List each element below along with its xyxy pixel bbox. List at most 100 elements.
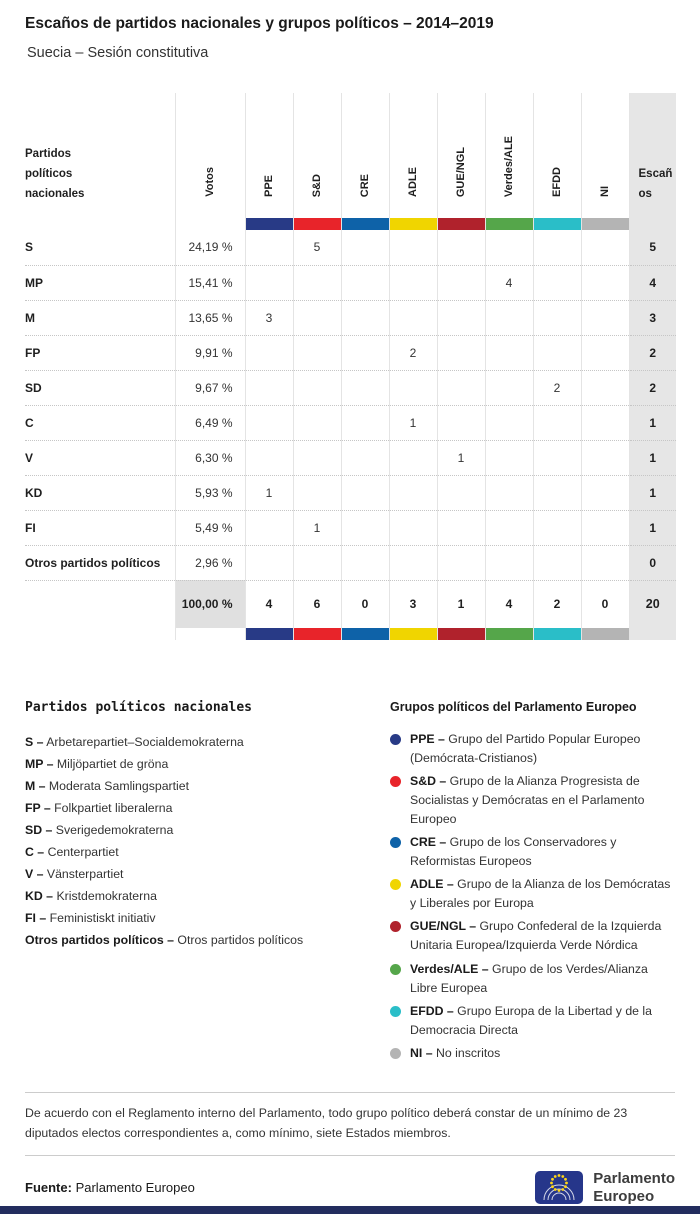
spacer-cell (25, 580, 175, 628)
total-seats-value: 1 (628, 440, 676, 476)
seat-cell-efdd: 2 (532, 370, 581, 406)
seat-cell-efdd (532, 230, 581, 266)
legend-item: GUE/NGL – Grupo Confederal de la Izquier… (390, 917, 675, 955)
adle-color-bar (388, 628, 437, 640)
seat-cell-verdesale (484, 475, 533, 511)
legend-item: Otros partidos políticos – Otros partido… (25, 933, 304, 947)
votes-value: 5,49 % (174, 510, 245, 546)
page-title: Escaños de partidos nacionales y grupos … (25, 15, 494, 32)
seat-cell-ppe (244, 545, 293, 581)
grand-total-seats: 20 (628, 580, 676, 628)
legend-item: NI – No inscritos (390, 1044, 675, 1063)
seat-cell-ppe (244, 440, 293, 476)
seat-cell-efdd (532, 335, 581, 371)
seat-cell-efdd (532, 405, 581, 441)
total-seat-cell-ppe: 4 (244, 580, 293, 628)
spacer-cell (25, 218, 175, 230)
votes-value: 9,91 % (174, 335, 245, 371)
seat-cell-efdd (532, 475, 581, 511)
party-abbr: S (25, 230, 175, 266)
seat-cell-efdd (532, 440, 581, 476)
cre-color-bar (340, 218, 389, 230)
guengl-color-bar (436, 218, 485, 230)
seat-cell-guengl (436, 335, 485, 371)
ppe-color-dot (390, 734, 401, 745)
political-groups-legend-title: Grupos políticos del Parlamento Europeo (390, 700, 637, 714)
seat-cell-verdesale: 4 (484, 265, 533, 301)
seat-cell-ppe (244, 335, 293, 371)
guengl-color-dot (390, 921, 401, 933)
table-row: C 6,49 % 1 1 (25, 405, 676, 441)
total-seat-cell-efdd: 2 (532, 580, 581, 628)
total-seats-value: 0 (628, 545, 676, 581)
seat-cell-adle: 1 (388, 405, 437, 441)
seat-cell-ni (580, 440, 629, 476)
seat-cell-cre (340, 475, 389, 511)
seat-cell-verdesale (484, 440, 533, 476)
spacer-cell (25, 628, 175, 640)
seat-cell-verdesale (484, 405, 533, 441)
group-column-header-guengl: GUE/NGL (436, 93, 485, 218)
seat-cell-cre (340, 230, 389, 266)
total-seats-value: 4 (628, 265, 676, 301)
source-label: Fuente: (25, 1180, 72, 1196)
cre-header-label: CRE (358, 173, 371, 197)
party-abbr: KD (25, 475, 175, 511)
total-seat-cell-ni: 0 (580, 580, 629, 628)
total-seats-value: 1 (628, 405, 676, 441)
adle-color-bar (388, 218, 437, 230)
votes-column-header: Votos (174, 93, 245, 218)
group-column-header-sd: S&D (292, 93, 341, 218)
page-subtitle: Suecia – Sesión constitutiva (27, 45, 209, 61)
seat-cell-ppe (244, 510, 293, 546)
total-seat-cell-cre: 0 (340, 580, 389, 628)
seat-cell-verdesale (484, 510, 533, 546)
efdd-header-label: EFDD (550, 167, 563, 197)
group-column-header-ni: NI (580, 93, 629, 218)
seat-cell-sd (292, 545, 341, 581)
votes-value: 24,19 % (174, 230, 245, 266)
seat-cell-ni (580, 370, 629, 406)
seat-cell-ppe: 1 (244, 475, 293, 511)
table-header-row: Partidos políticos nacionales Votos PPE … (25, 93, 676, 218)
party-abbr: M (25, 300, 175, 336)
sd-header-label: S&D (310, 173, 323, 197)
verdesale-color-bar (484, 628, 533, 640)
seat-cell-ni (580, 545, 629, 581)
table-row: M 13,65 % 3 3 (25, 300, 676, 336)
seat-cell-sd (292, 300, 341, 336)
legend-item: CRE – Grupo de los Conservadores y Refor… (390, 833, 675, 871)
infographic-page: Escaños de partidos nacionales y grupos … (25, 15, 676, 1067)
party-column-header-label: Partidos políticos nacionales (25, 147, 85, 200)
legend-section: Partidos políticos nacionales S – Arbeta… (25, 700, 675, 1067)
efdd-color-bar (532, 628, 581, 640)
source-line: Fuente: Parlamento Europeo (25, 1180, 195, 1195)
group-column-header-adle: ADLE (388, 93, 437, 218)
seat-cell-guengl (436, 510, 485, 546)
seat-cell-verdesale (484, 545, 533, 581)
seats-table: Partidos políticos nacionales Votos PPE … (25, 93, 676, 640)
seat-cell-sd: 1 (292, 510, 341, 546)
ppe-color-bar (244, 628, 293, 640)
legend-item: Verdes/ALE – Grupo de los Verdes/Alianza… (390, 960, 675, 998)
table-row: Otros partidos políticos 2,96 % 0 (25, 545, 676, 581)
seats-column-background (628, 218, 676, 230)
total-seats-value: 2 (628, 335, 676, 371)
votes-value: 13,65 % (174, 300, 245, 336)
votes-value: 5,93 % (174, 475, 245, 511)
legend-item: SD – Sverigedemokraterna (25, 823, 174, 837)
seat-cell-cre (340, 440, 389, 476)
national-parties-legend-title: Partidos políticos nacionales (25, 700, 252, 715)
seat-cell-adle (388, 300, 437, 336)
votes-value: 6,30 % (174, 440, 245, 476)
total-seat-cell-adle: 3 (388, 580, 437, 628)
total-seats-value: 5 (628, 230, 676, 266)
verdesale-color-dot (390, 963, 401, 975)
seat-cell-ppe (244, 265, 293, 301)
adle-color-dot (390, 879, 401, 891)
seat-cell-guengl (436, 265, 485, 301)
legend-item: ADLE – Grupo de la Alianza de los Demócr… (390, 875, 675, 913)
party-abbr: FI (25, 510, 175, 546)
seat-cell-guengl (436, 230, 485, 266)
guengl-header-label: GUE/NGL (454, 146, 467, 197)
